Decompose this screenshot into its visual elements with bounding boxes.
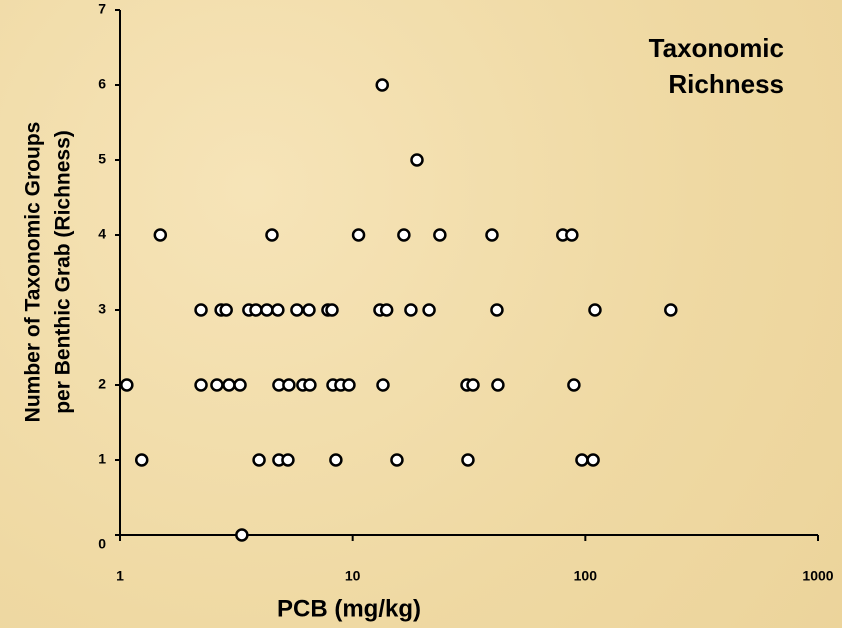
point bbox=[282, 378, 296, 392]
point bbox=[422, 303, 436, 317]
y-tick-label: 1 bbox=[98, 451, 106, 467]
point bbox=[376, 378, 390, 392]
point bbox=[249, 303, 263, 317]
x-axis-label: PCB (mg/kg) bbox=[277, 595, 421, 622]
y-tick-label: 7 bbox=[98, 1, 106, 17]
y-tick-label: 6 bbox=[98, 76, 106, 92]
point bbox=[260, 303, 274, 317]
point bbox=[219, 303, 233, 317]
y-tick-label: 2 bbox=[98, 376, 106, 392]
x-tick-label: 100 bbox=[574, 568, 598, 584]
point bbox=[342, 378, 356, 392]
point bbox=[664, 303, 678, 317]
point bbox=[290, 303, 304, 317]
point bbox=[586, 453, 600, 467]
point bbox=[461, 453, 475, 467]
point bbox=[375, 78, 389, 92]
point bbox=[404, 303, 418, 317]
point bbox=[491, 378, 505, 392]
y-tick-label: 5 bbox=[98, 151, 106, 167]
y-tick-label: 0 bbox=[98, 536, 106, 552]
point bbox=[485, 228, 499, 242]
point bbox=[153, 228, 168, 242]
point bbox=[379, 303, 394, 317]
point bbox=[233, 378, 247, 392]
y-tick-label: 4 bbox=[98, 226, 106, 242]
point bbox=[351, 228, 366, 242]
point bbox=[194, 303, 208, 317]
point bbox=[222, 378, 236, 392]
point bbox=[329, 453, 343, 467]
point bbox=[410, 153, 424, 167]
point bbox=[466, 378, 480, 392]
point bbox=[235, 528, 249, 542]
point bbox=[397, 228, 411, 242]
point bbox=[433, 228, 447, 242]
y-tick-label: 3 bbox=[98, 301, 106, 317]
point bbox=[210, 378, 224, 392]
point bbox=[271, 303, 285, 317]
point bbox=[120, 378, 134, 392]
chart-title: Taxonomic Richness bbox=[648, 33, 784, 99]
point bbox=[567, 378, 581, 392]
point bbox=[194, 378, 208, 392]
point bbox=[575, 453, 589, 467]
point bbox=[265, 228, 279, 242]
x-tick-label: 1000 bbox=[802, 568, 833, 584]
point bbox=[390, 453, 404, 467]
point bbox=[134, 453, 149, 467]
point bbox=[565, 228, 579, 242]
point bbox=[325, 303, 339, 317]
point bbox=[490, 303, 504, 317]
point bbox=[588, 303, 602, 317]
x-tick-label: 10 bbox=[345, 568, 361, 584]
point bbox=[302, 303, 316, 317]
y-axis-label: Number of Taxonomic Groups bbox=[22, 122, 45, 423]
point bbox=[252, 453, 266, 467]
y-axis-label: per Benthic Grab (Richness) bbox=[52, 130, 75, 414]
point bbox=[281, 453, 295, 467]
x-tick-label: 1 bbox=[116, 568, 124, 584]
point bbox=[303, 378, 317, 392]
